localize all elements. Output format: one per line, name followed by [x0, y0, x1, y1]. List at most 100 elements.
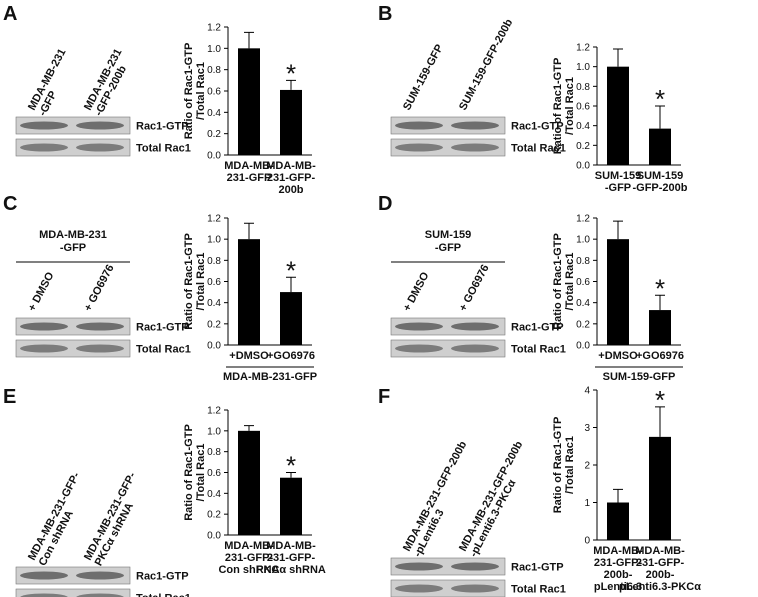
y-axis-label-line: Ratio of Rac1-GTP [552, 417, 564, 514]
y-tick-label: 0.8 [207, 447, 221, 458]
blot-strip [15, 138, 131, 157]
lane-label: MDA-MB-231-GFP-PKCα shRNA [82, 470, 139, 568]
y-axis-label: Ratio of Rac1-GTP/Total Rac1 [552, 233, 576, 330]
x-tick-label: pLenti6.3 [594, 581, 642, 593]
lane-label-line: + GO6976 [457, 263, 492, 314]
band-label: Rac1-GTP [511, 121, 564, 133]
panel: C Rac1-GTP Total Rac1 MDA-MB-231-GFP + DMSO +… [3, 193, 317, 383]
y-tick-label: 0.6 [207, 277, 221, 288]
group-label: -GFP [60, 242, 86, 254]
y-axis-label-line: Ratio of Rac1-GTP [183, 233, 195, 330]
blot-strip [15, 317, 131, 336]
y-tick-label: 0.6 [207, 468, 221, 479]
x-tick-label: MDA-MB- [266, 540, 316, 552]
lane-label: + DMSO [401, 270, 432, 314]
x-tick-label: 200b- [646, 569, 675, 581]
lane-label: + DMSO [26, 270, 57, 314]
error-bar [655, 294, 665, 311]
band-label: Total Rac1 [511, 344, 566, 356]
x-tick-label: 231-GFP- [636, 557, 685, 569]
blot-band [20, 121, 68, 130]
x-tick-label: +GO6976 [267, 350, 315, 362]
lane-label: + GO6976 [82, 263, 117, 314]
bar [238, 239, 260, 345]
panel: E Rac1-GTP Total Rac1 MDA-MB-231-GFP-Con sh… [3, 386, 326, 597]
panel-letter: A [3, 3, 17, 25]
y-tick-label: 1.2 [207, 23, 221, 34]
x-tick-label: 231-GFP [227, 172, 272, 184]
y-tick-label: 0.6 [576, 102, 590, 113]
y-axis-label: Ratio of Rac1-GTP/Total Rac1 [183, 233, 207, 330]
x-tick-label: 200b [278, 184, 303, 196]
blot-band [20, 322, 68, 331]
blot-strip [390, 557, 506, 576]
bar [649, 128, 671, 165]
y-tick-label: 1.2 [576, 43, 590, 54]
lane-label: SUM-159-GFP [401, 43, 446, 113]
y-tick-label: 0.8 [576, 82, 590, 93]
blot-strip [390, 339, 506, 358]
blot-strip [15, 339, 131, 358]
x-tick-label: 231-GFP- [267, 172, 316, 184]
y-tick-label: 1.0 [207, 235, 221, 246]
bar [280, 89, 302, 155]
blot-band [395, 344, 443, 353]
blot-band [451, 121, 499, 130]
x-tick-label: +DMSO [598, 350, 638, 362]
y-tick-label: 0.4 [576, 121, 590, 132]
blot-band [395, 121, 443, 130]
significance-mark: * [286, 58, 296, 88]
x-axis-label: MDA-MB-231-GFP [223, 371, 317, 383]
x-tick-label: -GFP [605, 182, 631, 194]
blot-band [76, 143, 124, 152]
band-label: Rac1-GTP [511, 322, 564, 334]
lane-label-line: MDA-MB-231-GFP-200b [457, 439, 525, 553]
blot-band [395, 143, 443, 152]
y-tick-label: 0.4 [576, 298, 590, 309]
significance-mark: * [286, 255, 296, 285]
panel-letter: F [378, 386, 390, 408]
blot-strip [15, 116, 131, 135]
y-tick-label: 0.0 [576, 161, 590, 172]
error-bar [244, 31, 254, 49]
y-axis-label-line: /Total Rac1 [564, 436, 576, 494]
blot-strip [15, 588, 131, 597]
blot-band [20, 571, 68, 580]
bar [280, 477, 302, 535]
bar [607, 239, 629, 345]
band-label: Rac1-GTP [136, 322, 189, 334]
band-label: Rac1-GTP [136, 121, 189, 133]
x-tick-label: 231-GFP- [594, 557, 643, 569]
y-tick-label: 0.0 [207, 341, 221, 352]
x-tick-label: SUM-159 [595, 170, 641, 182]
lane-label: MDA-MB-231-GFP [26, 47, 68, 118]
x-tick-label: Con shRNA [218, 564, 279, 576]
y-tick-label: 0.2 [207, 129, 221, 140]
x-tick-label: MDA-MB- [224, 540, 274, 552]
y-axis-label-line: Ratio of Rac1-GTP [552, 58, 564, 155]
y-tick-label: 1.2 [576, 214, 590, 225]
y-tick-label: 1.2 [207, 406, 221, 417]
panel-letter: D [378, 193, 392, 215]
lane-label: + GO6976 [457, 263, 492, 314]
blot-strip [390, 317, 506, 336]
x-tick-label: +DMSO [229, 350, 269, 362]
bar [280, 292, 302, 345]
blot-band [76, 322, 124, 331]
lane-label-line: SUM-159-GFP [401, 43, 446, 113]
x-tick-label: 231-GFP- [267, 552, 316, 564]
y-tick-label: 0 [584, 536, 590, 547]
y-tick-label: 0.4 [207, 108, 221, 119]
x-tick-label: MDA-MB- [224, 160, 274, 172]
blot-band [451, 143, 499, 152]
blot-band [451, 562, 499, 571]
y-tick-label: 0.2 [576, 319, 590, 330]
x-tick-label: MDA-MB- [266, 160, 316, 172]
blot-band [20, 593, 68, 597]
blot-band [76, 571, 124, 580]
y-tick-label: 2 [584, 461, 590, 472]
error-bar [613, 220, 623, 240]
band-label: Total Rac1 [511, 584, 566, 596]
y-tick-label: 0.8 [576, 256, 590, 267]
